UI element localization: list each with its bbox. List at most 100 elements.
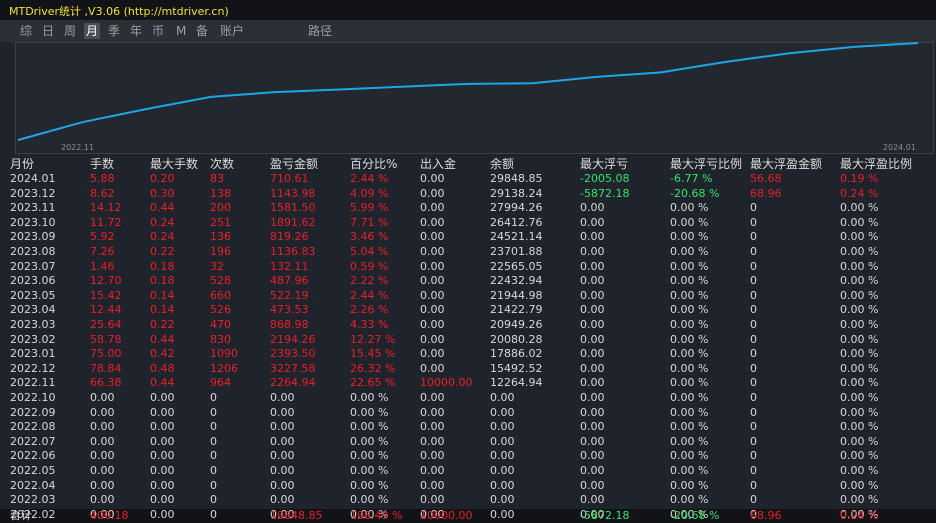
table-cell: 20080.28 <box>490 332 543 346</box>
tab[interactable]: 季 <box>108 24 121 38</box>
table-cell: 0.00 % <box>840 332 879 346</box>
column-header: 最大浮盈比例 <box>840 157 913 171</box>
title-bar: MTDriver统计 ,V3.06 (http://mtdriver.cn) <box>0 0 936 20</box>
table-cell: 470 <box>210 318 231 331</box>
table-cell: 200 <box>210 201 231 215</box>
table-cell: 0.00 % <box>670 493 709 507</box>
table-cell: 2194.26 <box>270 332 316 346</box>
table-cell: 0.00 <box>90 449 115 463</box>
column-header: 最大手数 <box>150 157 199 171</box>
month-cell: 2022.08 <box>10 420 56 434</box>
table-cell: 0 <box>750 493 757 507</box>
table-cell: 0.00 % <box>670 420 709 434</box>
month-cell: 2022.02 <box>10 507 56 521</box>
month-cell: 2023.04 <box>10 303 56 317</box>
table-cell: 0.00 <box>580 478 605 492</box>
table-cell: 0.00 <box>580 434 605 448</box>
table-cell: 1206 <box>210 361 238 375</box>
table-cell: 0 <box>750 449 757 463</box>
tab[interactable]: 综 <box>20 24 33 38</box>
table-cell: 0.22 <box>150 245 175 258</box>
table-cell: 819.26 <box>270 230 309 244</box>
table-cell: 0.48 <box>150 361 175 375</box>
table-cell: 0.00 % <box>840 245 879 258</box>
table-cell: 660 <box>210 288 231 302</box>
total-label: 合计 <box>10 509 32 522</box>
column-header: 百分比% <box>350 157 398 171</box>
table-cell: 0 <box>750 332 757 346</box>
table-cell: 0 <box>750 434 757 448</box>
table-cell: 0.00 <box>150 420 175 434</box>
month-cell: 2022.10 <box>10 391 56 404</box>
table-cell: 0 <box>750 318 757 331</box>
tab[interactable]: 账户 <box>220 24 245 38</box>
table-cell: 0.00 <box>580 449 605 463</box>
table-cell: 0.00 <box>150 464 175 477</box>
table-cell: 0 <box>210 507 217 521</box>
table-cell: 11.72 <box>90 215 122 229</box>
table-cell: 0.59 % <box>350 259 389 273</box>
column-header: 最大浮盈金额 <box>750 157 823 171</box>
table-cell: 25.64 <box>90 318 122 331</box>
table-cell: 0.00 <box>270 420 295 434</box>
table-cell: 22432.94 <box>490 274 543 288</box>
column-header: 最大浮亏 <box>580 157 629 171</box>
tab[interactable]: M <box>176 24 187 38</box>
x-label: 2022.11 <box>61 143 94 152</box>
table-cell: 528 <box>210 274 231 288</box>
table-cell: 0.00 <box>90 405 115 419</box>
tab[interactable]: 日 <box>42 24 55 38</box>
tab[interactable]: 路径 <box>308 24 333 38</box>
table-cell: 0.00 <box>580 288 605 302</box>
table-cell: 0.00 % <box>840 361 879 375</box>
table-cell: 0.00 % <box>670 259 709 273</box>
balance-chart: 2022.11 2024.01 <box>15 42 934 154</box>
table-cell: 2.22 % <box>350 274 389 288</box>
table-cell: 0.24 % <box>840 186 879 200</box>
table-cell: 0.00 <box>490 507 515 521</box>
x-label: 2024.01 <box>883 143 916 152</box>
table-cell: 0.00 <box>420 449 445 463</box>
table-cell: 0.00 <box>490 391 515 404</box>
table-cell: 0.00 <box>580 420 605 434</box>
table-cell: 0.00 <box>150 434 175 448</box>
table-cell: 0.00 <box>490 449 515 463</box>
table-cell: 20949.26 <box>490 318 543 331</box>
table-cell: 0.00 % <box>670 347 709 361</box>
table-cell: 710.61 <box>270 172 309 185</box>
table-cell: 1143.98 <box>270 186 316 200</box>
table-cell: -6.77 % <box>670 172 713 185</box>
table-cell: -20.68 % <box>670 186 720 200</box>
table-cell: 0.00 % <box>840 420 879 434</box>
month-cell: 2023.10 <box>10 215 56 229</box>
month-cell: 2022.04 <box>10 478 56 492</box>
table-cell: 0.42 <box>150 347 175 361</box>
table-cell: 0.00 <box>90 478 115 492</box>
column-header: 余额 <box>490 157 515 171</box>
table-cell: 0 <box>750 259 757 273</box>
column-header: 次数 <box>210 157 235 171</box>
tab[interactable]: 年 <box>130 24 143 38</box>
table-cell: 0.00 <box>490 405 515 419</box>
table-cell: 0.00 <box>270 464 295 477</box>
table-cell: 0.00 <box>580 376 605 390</box>
table-cell: 0.00 % <box>840 405 879 419</box>
table-cell: 0.00 % <box>670 201 709 215</box>
tab[interactable]: 周 <box>64 24 77 38</box>
column-header: 盈亏金额 <box>270 157 319 171</box>
table-cell: 12.70 <box>90 274 122 288</box>
table-cell: 0.00 <box>420 420 445 434</box>
tab[interactable]: 币 <box>152 24 165 38</box>
table-cell: 0 <box>210 493 217 507</box>
table-cell: 0.00 <box>420 347 445 361</box>
table-cell: 0.00 % <box>350 464 389 477</box>
month-cell: 2024.01 <box>10 172 56 185</box>
table-cell: 526 <box>210 303 231 317</box>
table-cell: 0.00 <box>420 434 445 448</box>
tab[interactable]: 月 <box>84 23 101 39</box>
total-cell: -20.68 % <box>670 509 720 522</box>
table-cell: 0.00 <box>90 464 115 477</box>
table-cell: 473.53 <box>270 303 309 317</box>
tab[interactable]: 备 <box>196 24 209 38</box>
table-cell: 0 <box>210 405 217 419</box>
